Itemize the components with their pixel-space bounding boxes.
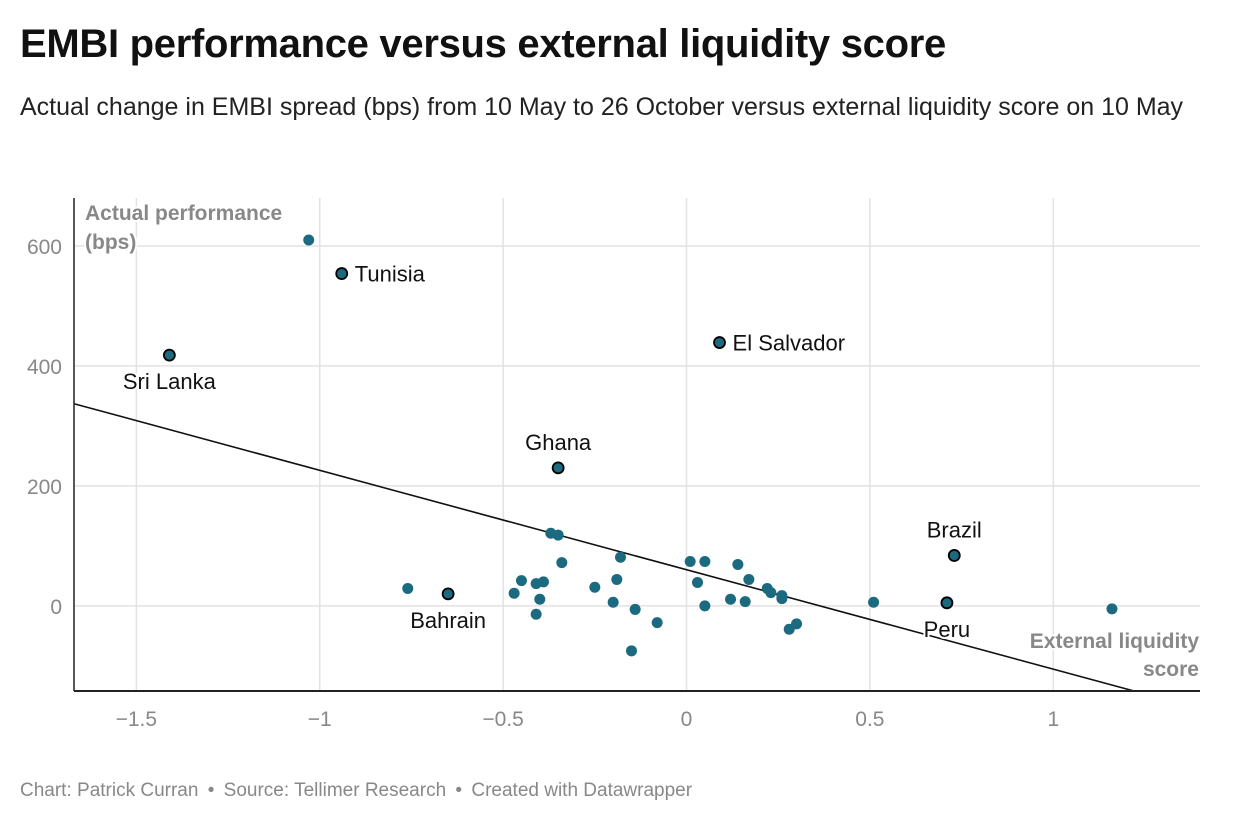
- data-point: [1106, 603, 1118, 615]
- data-point: [515, 575, 527, 587]
- trendline: [73, 402, 1135, 692]
- data-point: [508, 587, 520, 599]
- x-axis-title-line: score: [1143, 658, 1199, 681]
- data-point: [732, 558, 744, 570]
- y-axis-title-line: (bps): [85, 231, 136, 254]
- data-point: [739, 596, 751, 608]
- labeled-data-point: [162, 348, 176, 362]
- data-point: [629, 603, 641, 615]
- data-point: [692, 576, 704, 588]
- point-label: Tunisia: [355, 262, 426, 287]
- grid-lines: [74, 198, 1200, 691]
- x-tick-label: −1.5: [116, 708, 157, 731]
- data-point: [684, 555, 696, 567]
- chart-credit: Chart: Patrick Curran: [20, 780, 199, 801]
- data-point: [534, 593, 546, 605]
- labeled-data-point: [441, 587, 455, 601]
- y-axis-title-line: Actual performance: [85, 202, 282, 225]
- data-point: [614, 551, 626, 563]
- data-point: [556, 557, 568, 569]
- data-point: [552, 529, 564, 541]
- footer-separator: •: [207, 780, 215, 801]
- x-tick-label: −1: [308, 708, 332, 731]
- x-tick-label: 0.5: [855, 708, 884, 731]
- point-label: Bahrain: [410, 608, 486, 633]
- data-point: [765, 587, 777, 599]
- x-tick-label: 0: [681, 708, 693, 731]
- labeled-data-point: [335, 267, 349, 280]
- chart-subtitle: Actual change in EMBI spread (bps) from …: [20, 93, 1184, 121]
- y-axis-title: Actual performance (bps): [85, 202, 282, 254]
- data-point: [303, 234, 315, 246]
- labeled-data-point: [713, 336, 726, 349]
- point-label: Brazil: [927, 517, 982, 542]
- axes: −1.5 −1 −0.5 0 0.5 1 0 200 400 600: [27, 198, 1200, 731]
- data-point: [537, 576, 549, 588]
- data-point: [651, 617, 663, 629]
- point-label: Peru: [924, 617, 970, 642]
- x-tick-label: −0.5: [482, 708, 523, 731]
- point-label: Sri Lanka: [123, 369, 217, 394]
- y-tick-label: 200: [27, 476, 62, 499]
- data-point: [776, 593, 788, 605]
- labeled-data-point: [551, 461, 565, 475]
- chart-footer: Chart: Patrick Curran • Source: Tellimer…: [20, 780, 692, 802]
- x-tick-label: 1: [1047, 708, 1059, 731]
- data-point: [699, 600, 711, 612]
- trendline-group: [73, 402, 1135, 692]
- axis-titles: Actual performance (bps) External liquidit…: [83, 200, 1201, 683]
- data-point: [725, 593, 737, 605]
- data-point: [589, 581, 601, 593]
- point-label: El Salvador: [733, 331, 846, 356]
- data-point: [743, 573, 755, 585]
- data-points: [162, 234, 1118, 657]
- point-labels: Tunisia Sri Lanka El Salvador Ghana Brazil Ba…: [121, 260, 984, 644]
- y-tick-label: 0: [50, 596, 62, 619]
- labeled-data-point: [940, 596, 954, 610]
- chart-title: EMBI performance versus external liquidi…: [20, 22, 946, 66]
- y-tick-label: 600: [27, 236, 62, 259]
- data-point: [699, 555, 711, 567]
- data-point: [611, 573, 623, 585]
- point-label: Ghana: [525, 430, 592, 455]
- data-point: [402, 582, 414, 594]
- data-point: [791, 618, 803, 630]
- data-point: [625, 645, 637, 657]
- y-tick-label: 400: [27, 356, 62, 379]
- source-credit: Source: Tellimer Research: [223, 780, 447, 801]
- x-axis-title: External liquidity score: [1030, 630, 1200, 681]
- data-point: [868, 596, 880, 608]
- labeled-data-point: [947, 549, 961, 562]
- data-point: [607, 596, 619, 608]
- data-point: [530, 608, 542, 620]
- x-axis-title-line: External liquidity: [1030, 630, 1200, 653]
- created-with-credit: Created with Datawrapper: [471, 780, 693, 801]
- footer-separator: •: [455, 780, 463, 801]
